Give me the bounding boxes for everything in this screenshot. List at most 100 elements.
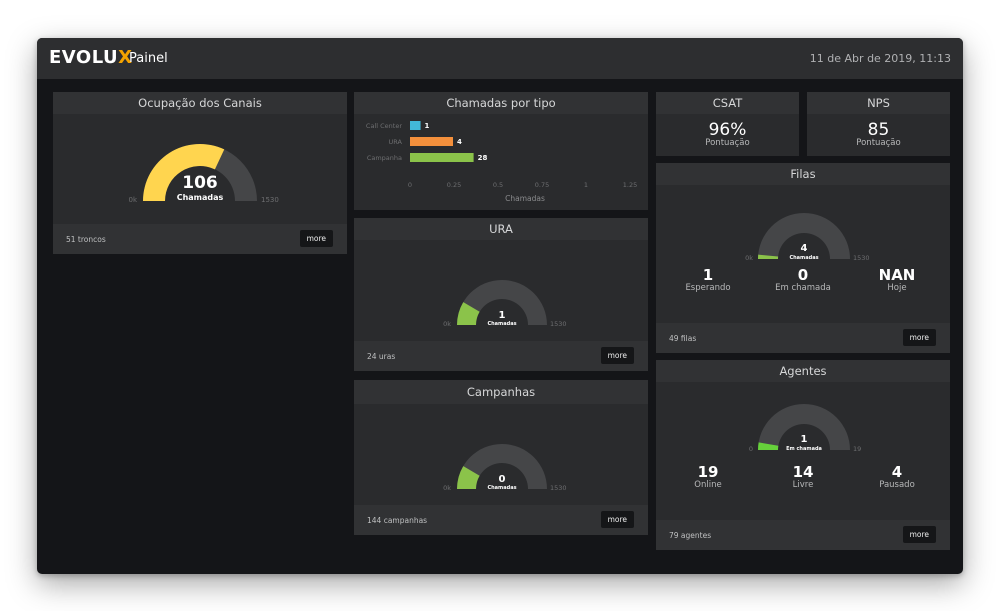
footer-text: 24 uras xyxy=(367,352,396,361)
bar-call-center[interactable] xyxy=(410,121,421,130)
card-chamadas-por-tipo: Chamadas por tipo 0 0.25 0.5 0.75 1 1.25 Call … xyxy=(354,92,648,210)
card-title: URA xyxy=(354,218,648,240)
gauge-track xyxy=(457,280,547,325)
gauge-max: 1530 xyxy=(853,254,870,262)
category-label: URA xyxy=(389,138,403,146)
footer-text: 49 filas xyxy=(669,334,697,343)
gauge-fill xyxy=(758,254,779,259)
gauge-value: 0 xyxy=(499,474,506,485)
card-filas: Filas 4 Chamadas 0k 1530 1 Esperando 0 E… xyxy=(656,163,950,353)
card-campanhas: Campanhas 0 Chamadas 0k 1530 144 campanh… xyxy=(354,380,648,535)
datetime: 11 de Abr de 2019, 11:13 xyxy=(809,52,951,65)
card-title: NPS xyxy=(807,92,950,114)
stat-label: Esperando xyxy=(685,283,731,293)
gauge-fill xyxy=(758,442,779,450)
card-title: CSAT xyxy=(656,92,799,114)
filas-gauge: 4 Chamadas 0k 1530 xyxy=(745,213,870,262)
more-button[interactable]: more xyxy=(299,230,333,247)
card-agentes: Agentes 1 Em chamada 0 19 19 Online 14 L… xyxy=(656,360,950,550)
bar-ura[interactable] xyxy=(410,137,453,146)
app-window: EVOLUX Painel 11 de Abr de 2019, 11:13 O… xyxy=(37,38,963,574)
card-nps: NPS 85 Pontuação xyxy=(807,92,950,156)
category-label: Call Center xyxy=(366,122,402,130)
stat-em-chamada: 0 Em chamada xyxy=(758,266,848,293)
footer-text: 144 campanhas xyxy=(367,516,428,525)
bar-value-label: 1 xyxy=(425,122,430,130)
ura-gauge: 1 Chamadas 0k 1530 xyxy=(443,280,567,328)
card-footer: 79 agentes more xyxy=(656,520,950,550)
occupancy-gauge: 106 Chamadas 0k 1530 xyxy=(128,143,279,204)
top-bar: EVOLUX Painel 11 de Abr de 2019, 11:13 xyxy=(37,38,963,79)
x-axis-label: Chamadas xyxy=(505,194,545,203)
card-title: Agentes xyxy=(656,360,950,382)
stat-value: 19 xyxy=(697,463,719,481)
x-tick-label: 0.25 xyxy=(447,181,461,189)
gauge-fill xyxy=(457,466,480,489)
card-ura: URA 1 Chamadas 0k 1530 24 uras more xyxy=(354,218,648,371)
gauge-min: 0k xyxy=(128,196,137,204)
footer-text: 79 agentes xyxy=(669,531,712,540)
agentes-gauge: 1 Em chamada 0 19 xyxy=(749,404,861,453)
gauge-label: Chamadas xyxy=(177,193,224,202)
gauge-max: 19 xyxy=(853,445,861,453)
bar-value-label: 28 xyxy=(478,154,488,162)
bar-campanha[interactable] xyxy=(410,153,474,162)
stat-value: 0 xyxy=(797,266,809,284)
more-button[interactable]: more xyxy=(600,347,634,364)
category-label: Campanha xyxy=(367,154,402,162)
gauge-track xyxy=(758,213,850,259)
page-title: Painel xyxy=(129,51,168,66)
gauge-value: 1 xyxy=(499,310,506,321)
more-button[interactable]: more xyxy=(600,511,634,528)
gauge-max: 1530 xyxy=(550,484,567,492)
stat-label: Online xyxy=(694,480,722,490)
card-csat: CSAT 96% Pontuação xyxy=(656,92,799,156)
nps-sub: Pontuação xyxy=(856,138,901,148)
gauge-min: 0k xyxy=(443,320,451,328)
bar-value-label: 4 xyxy=(457,138,462,146)
gauge-track xyxy=(758,404,850,450)
stat-value: 4 xyxy=(891,463,903,481)
stat-online: 19 Online xyxy=(663,463,753,490)
card-footer: 51 troncos more xyxy=(53,224,347,254)
gauge-max: 1530 xyxy=(261,196,279,204)
more-button[interactable]: more xyxy=(902,329,936,346)
x-tick-label: 0.5 xyxy=(493,181,503,189)
nps-value: 85 xyxy=(867,120,890,140)
card-ocupacao-canais: Ocupação dos Canais 106 Chamadas 0k 1530… xyxy=(53,92,347,254)
gauge-value: 106 xyxy=(182,173,218,193)
evolux-logo[interactable]: EVOLUX xyxy=(49,47,133,68)
x-tick-label: 1.25 xyxy=(623,181,637,189)
stat-label: Em chamada xyxy=(775,283,831,293)
card-footer: 24 uras more xyxy=(354,341,648,371)
stat-label: Livre xyxy=(792,480,814,490)
more-button[interactable]: more xyxy=(902,526,936,543)
gauge-label: Chamadas xyxy=(487,485,516,491)
x-tick-label: 0.75 xyxy=(535,181,549,189)
card-title: Filas xyxy=(656,163,950,185)
stat-label: Hoje xyxy=(887,283,907,293)
csat-sub: Pontuação xyxy=(705,138,750,148)
csat-value: 96% xyxy=(708,120,747,140)
gauge-min: 0k xyxy=(443,484,451,492)
gauge-min: 0k xyxy=(745,254,753,262)
card-title: Campanhas xyxy=(354,380,648,404)
card-title: Ocupação dos Canais xyxy=(53,92,347,114)
x-tick-label: 1 xyxy=(584,181,588,189)
gauge-value: 1 xyxy=(801,434,808,445)
stat-esperando: 1 Esperando xyxy=(663,266,753,293)
card-footer: 144 campanhas more xyxy=(354,505,648,535)
card-footer: 49 filas more xyxy=(656,323,950,353)
gauge-min: 0 xyxy=(749,445,753,453)
gauge-value: 4 xyxy=(801,243,808,254)
stat-hoje: NAN Hoje xyxy=(852,266,942,293)
footer-text: 51 troncos xyxy=(66,235,106,244)
gauge-fill xyxy=(457,302,480,325)
stat-pausado: 4 Pausado xyxy=(852,463,942,490)
stat-value: 1 xyxy=(702,266,714,284)
campanhas-gauge: 0 Chamadas 0k 1530 xyxy=(443,444,567,492)
stat-value: 14 xyxy=(792,463,814,481)
stat-livre: 14 Livre xyxy=(758,463,848,490)
stat-value: NAN xyxy=(878,266,916,284)
x-tick-label: 0 xyxy=(408,181,412,189)
